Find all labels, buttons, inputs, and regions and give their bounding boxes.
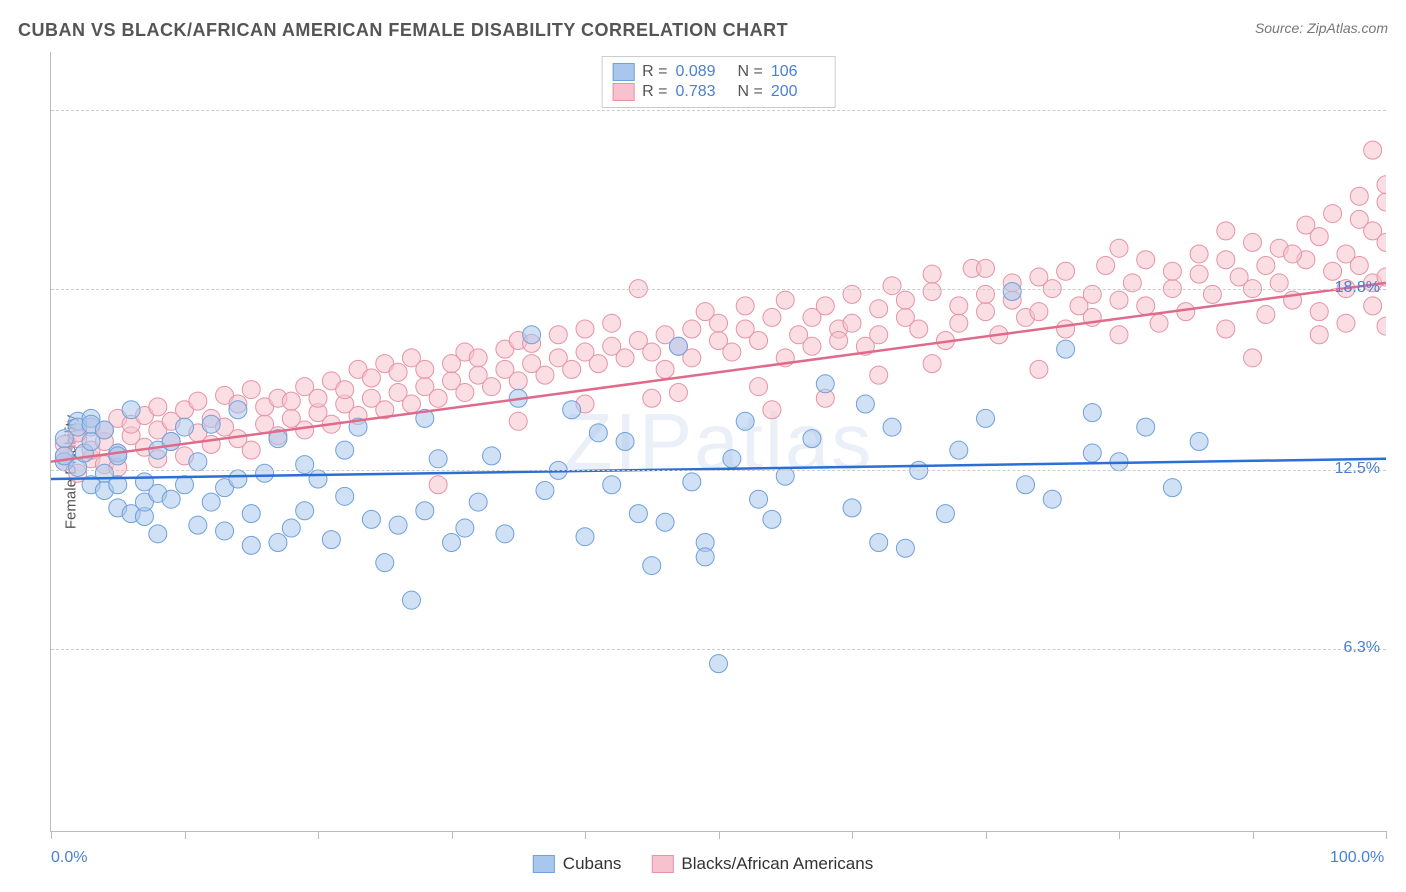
source-label: Source: ZipAtlas.com [1255, 20, 1388, 41]
legend-label: Cubans [563, 854, 622, 874]
legend-swatch-series1 [612, 63, 634, 81]
legend-correlation: R = 0.089 N = 106 R = 0.783 N = 200 [601, 56, 836, 108]
legend-item-series1: Cubans [533, 854, 622, 874]
legend-series: Cubans Blacks/African Americans [533, 854, 873, 874]
legend-row-series1: R = 0.089 N = 106 [612, 63, 825, 81]
x-tick-label: 100.0% [1330, 849, 1384, 867]
n-value: 106 [771, 63, 825, 81]
n-label: N = [738, 63, 763, 81]
plot-area: ZIPatlas R = 0.089 N = 106 R = 0.783 N =… [50, 52, 1386, 832]
legend-row-series2: R = 0.783 N = 200 [612, 83, 825, 101]
n-value: 200 [771, 83, 825, 101]
r-label: R = [642, 63, 667, 81]
r-value: 0.783 [676, 83, 730, 101]
y-tick-label: 12.5% [1335, 460, 1380, 478]
chart-title: CUBAN VS BLACK/AFRICAN AMERICAN FEMALE D… [18, 20, 788, 41]
y-tick-label: 6.3% [1344, 639, 1380, 657]
r-value: 0.089 [676, 63, 730, 81]
legend-swatch-series2 [651, 855, 673, 873]
scatter-svg [51, 52, 1386, 831]
legend-item-series2: Blacks/African Americans [651, 854, 873, 874]
y-tick-label: 18.8% [1335, 279, 1380, 297]
x-tick-label: 0.0% [51, 849, 87, 867]
legend-label: Blacks/African Americans [681, 854, 873, 874]
chart-container: Female Disability ZIPatlas R = 0.089 N =… [0, 52, 1406, 892]
legend-swatch-series1 [533, 855, 555, 873]
n-label: N = [738, 83, 763, 101]
legend-swatch-series2 [612, 83, 634, 101]
r-label: R = [642, 83, 667, 101]
